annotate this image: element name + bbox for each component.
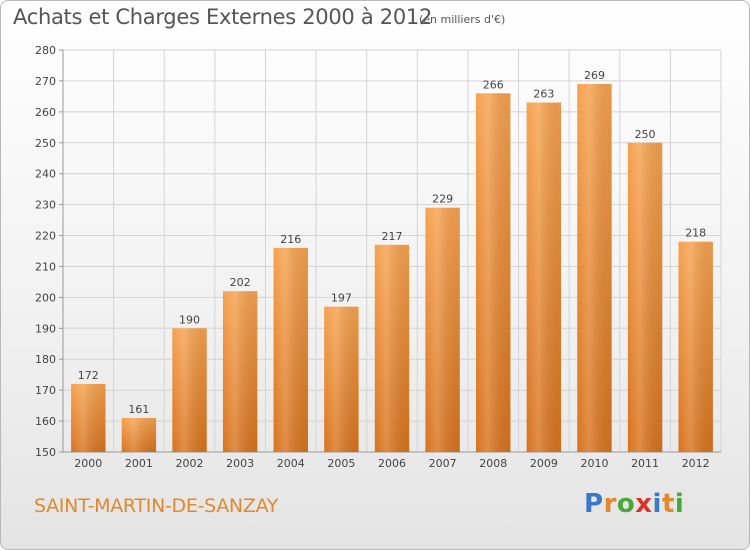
- x-tick-label-2003: 2003: [226, 457, 254, 470]
- x-tick-label-2006: 2006: [378, 457, 406, 470]
- bar-shine-2011: [627, 142, 663, 452]
- x-tick-label-2011: 2011: [631, 457, 659, 470]
- chart-title: Achats et Charges Externes 2000 à 2012: [13, 5, 433, 29]
- y-tick-label-190: 190: [35, 322, 56, 335]
- data-label-2003: 202: [230, 276, 251, 289]
- y-tick-label-280: 280: [35, 44, 56, 57]
- y-tick-label-170: 170: [35, 384, 56, 397]
- y-tick-label-150: 150: [35, 446, 56, 459]
- data-label-2002: 190: [179, 313, 200, 326]
- x-tick-label-2001: 2001: [125, 457, 153, 470]
- x-tick-label-2004: 2004: [277, 457, 305, 470]
- bar-shine-2008: [476, 93, 511, 453]
- y-tick-label-180: 180: [35, 353, 56, 366]
- x-tick-label-2009: 2009: [530, 457, 558, 470]
- x-tick-label-2010: 2010: [580, 457, 608, 470]
- data-label-2012: 218: [685, 227, 706, 240]
- bar-shine-2007: [425, 207, 460, 452]
- y-tick-label-220: 220: [35, 230, 56, 243]
- brand-letter: P: [584, 489, 604, 519]
- brand-letter: r: [603, 489, 617, 519]
- data-label-2007: 229: [432, 193, 453, 206]
- x-tick-label-2008: 2008: [479, 457, 507, 470]
- x-tick-label-2012: 2012: [682, 457, 710, 470]
- bar-shine-2003: [222, 291, 258, 452]
- bar-shine-2005: [324, 306, 359, 452]
- y-tick-label-200: 200: [35, 291, 56, 304]
- brand-letter: i: [674, 489, 685, 519]
- x-tick-label-2005: 2005: [327, 457, 355, 470]
- brand-letter: x: [635, 489, 653, 519]
- y-tick-label-240: 240: [35, 168, 56, 181]
- bar-shine-2000: [71, 383, 106, 452]
- y-tick-label-160: 160: [35, 415, 56, 428]
- data-label-2008: 266: [483, 78, 504, 91]
- y-tick-label-250: 250: [35, 137, 56, 150]
- bar-shine-2002: [172, 328, 207, 452]
- bar-shine-2006: [374, 244, 410, 452]
- y-tick-label-270: 270: [35, 75, 56, 88]
- y-tick-label-210: 210: [35, 260, 56, 273]
- bar-shine-2009: [526, 102, 562, 453]
- unit-note: (en milliers d'€): [419, 13, 506, 26]
- brand-letter: o: [616, 489, 636, 519]
- bar-shine-2012: [678, 241, 713, 452]
- data-label-2006: 217: [382, 230, 403, 243]
- proxiti-logo: Proxiti: [584, 489, 684, 519]
- data-label-2000: 172: [78, 369, 99, 382]
- city-name: SAINT-MARTIN-DE-SANZAY: [34, 495, 279, 517]
- data-label-2009: 263: [533, 88, 554, 101]
- brand-letter: i: [652, 489, 662, 519]
- data-label-2004: 216: [280, 233, 301, 246]
- bar-shine-2004: [273, 247, 308, 452]
- bars: [71, 84, 713, 453]
- labels: 150 160 170 180 190 200 210 220 230 240 250 260 270 2…: [35, 44, 710, 470]
- x-tick-label-2000: 2000: [74, 457, 102, 470]
- bar-shine-2001: [121, 417, 157, 452]
- x-tick-label-2007: 2007: [429, 457, 457, 470]
- y-tick-label-230: 230: [35, 199, 56, 212]
- y-tick-label-260: 260: [35, 106, 56, 119]
- data-label-2001: 161: [128, 403, 149, 416]
- data-label-2005: 197: [331, 292, 352, 305]
- bar-shine-2010: [577, 84, 612, 452]
- brand-letter: t: [661, 489, 675, 519]
- x-tick-label-2002: 2002: [176, 457, 204, 470]
- data-label-2011: 250: [635, 128, 656, 141]
- data-label-2010: 269: [584, 69, 605, 82]
